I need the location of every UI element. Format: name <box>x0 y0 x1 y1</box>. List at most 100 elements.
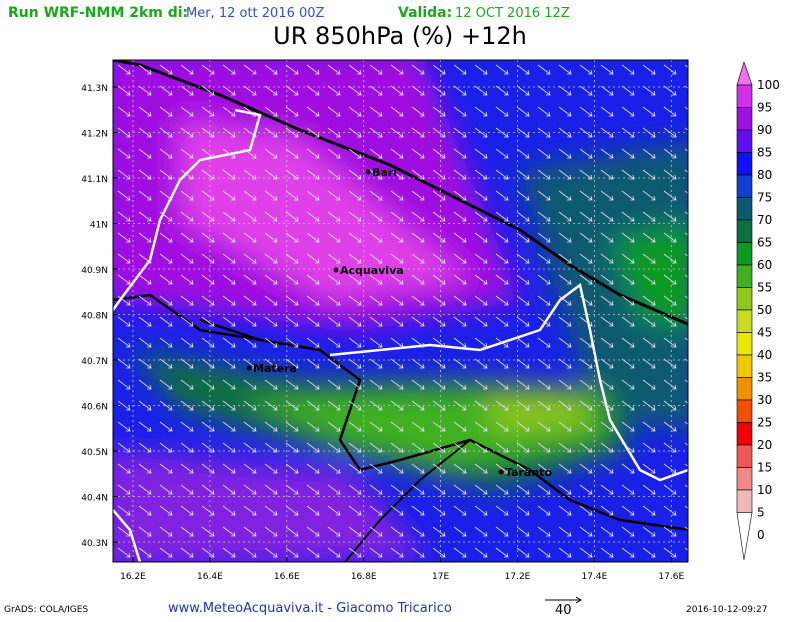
wind-arrow <box>411 463 425 474</box>
wind-arrow <box>558 64 572 75</box>
wind-arrow <box>411 442 425 453</box>
wind-arrow <box>537 295 551 306</box>
wind-arrow <box>117 337 131 348</box>
wind-arrow <box>411 421 425 432</box>
wind-arrow <box>138 505 152 516</box>
wind-arrow <box>642 295 656 306</box>
colorbar-label: 95 <box>757 101 772 115</box>
wind-arrow <box>453 358 467 369</box>
wind-arrow <box>264 484 278 495</box>
map-frame <box>112 59 689 563</box>
wind-arrow <box>222 442 236 453</box>
wind-arrow <box>558 505 572 516</box>
wind-arrow <box>201 295 215 306</box>
wind-arrow <box>684 190 688 194</box>
wind-arrow <box>621 106 635 117</box>
wind-arrow <box>495 64 509 75</box>
wind-arrow <box>348 316 362 327</box>
wind-arrow <box>201 64 215 75</box>
wind-arrow <box>411 274 425 285</box>
wind-arrow <box>684 421 688 425</box>
wind-arrow <box>600 106 614 117</box>
wind-arrow <box>453 85 467 96</box>
colorbar-segment <box>736 512 753 561</box>
wind-arrow <box>558 337 572 348</box>
wind-arrow <box>642 190 656 201</box>
lon-label: 16.2E <box>120 572 146 582</box>
wind-arrow <box>180 337 194 348</box>
wind-arrow <box>663 295 677 306</box>
wind-arrow <box>621 274 635 285</box>
wind-arrow <box>222 295 236 306</box>
wind-arrow <box>474 400 488 411</box>
wind-arrow <box>243 253 257 264</box>
wind-arrow <box>495 232 509 243</box>
wind-arrow <box>600 127 614 138</box>
wind-arrow <box>327 169 341 180</box>
lat-label: 40.7N <box>81 357 108 367</box>
wind-arrow <box>516 64 530 75</box>
wind-arrow <box>138 106 152 117</box>
wind-arrow <box>327 337 341 348</box>
wind-arrow <box>642 169 656 180</box>
wind-arrow <box>537 85 551 96</box>
city-marker <box>365 169 371 175</box>
wind-arrow <box>159 316 173 327</box>
wind-arrow <box>369 463 383 474</box>
wind-arrow <box>117 169 131 180</box>
wind-arrow <box>327 547 341 558</box>
lat-label: 41.1N <box>81 175 108 185</box>
wind-arrow <box>159 274 173 285</box>
wind-arrow <box>579 295 593 306</box>
wind-arrow <box>264 106 278 117</box>
wind-arrow <box>180 400 194 411</box>
wind-arrow <box>285 547 299 558</box>
wind-arrow <box>642 421 656 432</box>
wind-arrow <box>432 421 446 432</box>
wind-arrow <box>264 442 278 453</box>
wind-arrow <box>684 442 688 446</box>
wind-arrow <box>348 337 362 348</box>
wind-arrow <box>663 148 677 159</box>
wind-arrow <box>600 64 614 75</box>
wind-arrow <box>558 526 572 537</box>
wind-arrow <box>558 106 572 117</box>
wind-arrow <box>663 316 677 327</box>
wind-arrow <box>327 106 341 117</box>
wind-arrow <box>432 274 446 285</box>
wind-arrow <box>159 421 173 432</box>
colorbar-segment <box>736 219 753 243</box>
wind-arrow <box>201 85 215 96</box>
wind-arrow <box>558 211 572 222</box>
wind-arrow <box>600 85 614 96</box>
wind-arrow <box>579 64 593 75</box>
wind-arrow <box>159 253 173 264</box>
wind-arrow <box>138 526 152 537</box>
wind-arrow <box>285 190 299 201</box>
wind-arrow <box>495 274 509 285</box>
wind-arrow <box>411 169 425 180</box>
wind-arrow <box>369 400 383 411</box>
wind-arrow <box>453 295 467 306</box>
wind-arrow <box>621 295 635 306</box>
wind-arrow <box>411 211 425 222</box>
colorbar-segment <box>736 264 753 288</box>
wind-arrow <box>180 232 194 243</box>
wind-arrow <box>201 190 215 201</box>
site-credit: www.MeteoAcquaviva.it - Giacomo Tricaric… <box>168 601 452 616</box>
lon-label: 17.6E <box>658 572 684 582</box>
wind-arrow <box>285 295 299 306</box>
wind-arrow <box>642 463 656 474</box>
wind-arrow <box>180 106 194 117</box>
wind-arrow <box>663 85 677 96</box>
wind-arrow <box>285 169 299 180</box>
wind-arrow <box>348 526 362 537</box>
wind-arrow <box>117 64 131 75</box>
wind-arrow <box>180 421 194 432</box>
wind-arrow <box>222 547 236 558</box>
wind-arrow <box>663 484 677 495</box>
wind-arrow <box>684 85 688 89</box>
wind-arrow <box>663 337 677 348</box>
wind-arrow <box>348 232 362 243</box>
wind-arrow <box>600 526 614 537</box>
